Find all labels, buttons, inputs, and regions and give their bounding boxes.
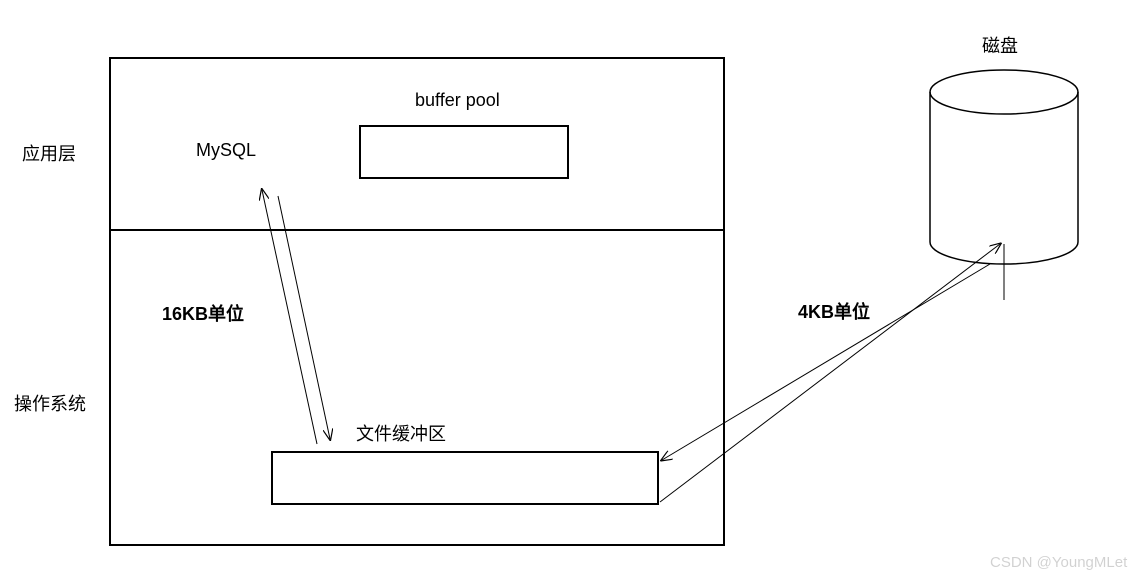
watermark-label: CSDN @YoungMLet [990, 554, 1127, 571]
buffer-pool-label: buffer pool [415, 90, 500, 111]
unit4-label: 4KB单位 [798, 298, 870, 324]
file-cache-label: 文件缓冲区 [356, 420, 446, 446]
os-layer-label: 操作系统 [14, 390, 86, 416]
diagram-svg [0, 0, 1144, 576]
disk-label: 磁盘 [982, 32, 1018, 58]
mysql-label: MySQL [196, 140, 256, 161]
app-layer-label: 应用层 [22, 140, 76, 166]
diagram-canvas: 磁盘 buffer pool 应用层 MySQL 16KB单位 4KB单位 操作… [0, 0, 1144, 576]
unit16-label: 16KB单位 [162, 300, 244, 326]
